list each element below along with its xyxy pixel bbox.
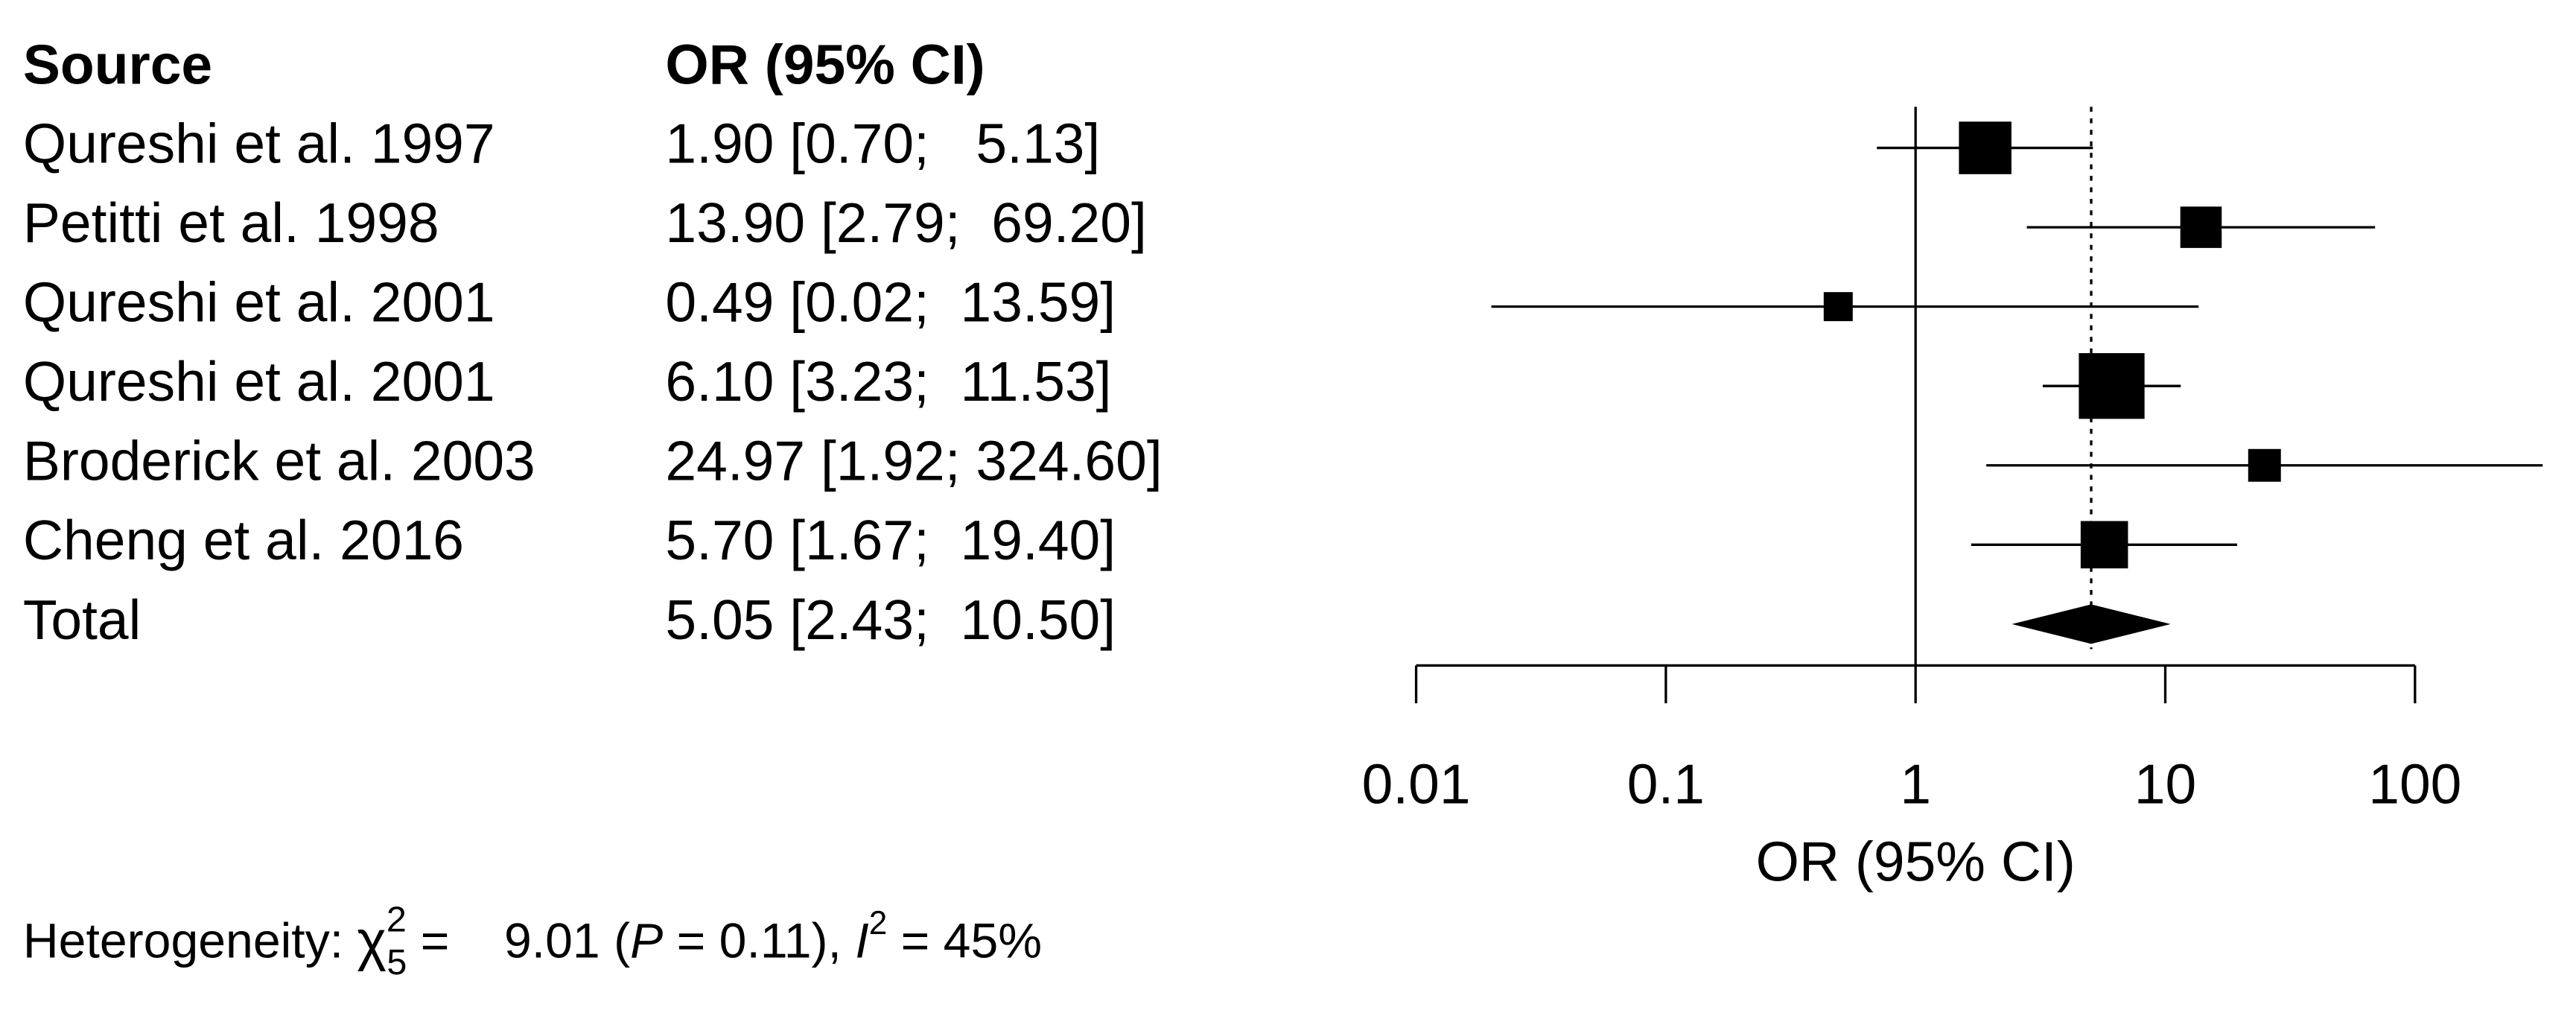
het-i-sup: 2: [869, 905, 888, 942]
study-square: [1823, 292, 1853, 322]
study-square: [2248, 448, 2281, 482]
study-name: Petitti et al. 1998: [23, 191, 439, 254]
study-name: Cheng et al. 2016: [23, 509, 464, 571]
study-name: Qureshi et al. 1997: [23, 112, 495, 174]
het-df: 5: [387, 942, 407, 982]
study-label: 5.70 [1.67; 19.40]: [665, 509, 1116, 571]
study-name: Qureshi et al. 2001: [23, 350, 495, 413]
x-tick-label: 10: [2134, 753, 2196, 816]
column-header: Source: [23, 33, 212, 95]
summary-label: 5.05 [2.43; 10.50]: [665, 588, 1116, 651]
study-square: [2079, 353, 2145, 419]
study-square: [2180, 206, 2222, 248]
study-name: Qureshi et al. 2001: [23, 270, 495, 333]
study-label: 24.97 [1.92; 324.60]: [665, 430, 1162, 492]
het-i: = 45%: [887, 914, 1042, 969]
het-symbol: χ: [357, 909, 387, 971]
study-square: [2080, 521, 2128, 569]
het-p: = 0.11),: [663, 914, 855, 969]
het-i-symbol: I: [855, 914, 868, 969]
study-label: 13.90 [2.79; 69.20]: [665, 191, 1146, 254]
study-label: 6.10 [3.23; 11.53]: [665, 350, 1111, 413]
het-chi2: = 9.01 (: [407, 914, 630, 969]
summary-name: Total: [23, 588, 141, 651]
x-tick-label: 100: [2368, 753, 2461, 816]
het-sup: 2: [387, 899, 407, 939]
het-p-symbol: P: [630, 914, 663, 969]
column-header: OR (95% CI): [665, 33, 985, 95]
het-prefix: Heterogeneity:: [23, 914, 357, 969]
x-axis-label: OR (95% CI): [1756, 830, 2076, 892]
x-tick-label: 1: [1900, 753, 1931, 816]
study-label: 0.49 [0.02; 13.59]: [665, 270, 1116, 333]
study-square: [1959, 121, 2011, 174]
study-label: 1.90 [0.70; 5.13]: [665, 112, 1100, 174]
summary-diamond: [2011, 604, 2171, 644]
x-tick-label: 0.01: [1362, 753, 1471, 816]
study-name: Broderick et al. 2003: [23, 430, 535, 492]
heterogeneity: Heterogeneity: χ2 5 = 9.01 (P = 0.11), I2…: [23, 899, 1042, 982]
x-tick-label: 0.1: [1627, 753, 1705, 816]
